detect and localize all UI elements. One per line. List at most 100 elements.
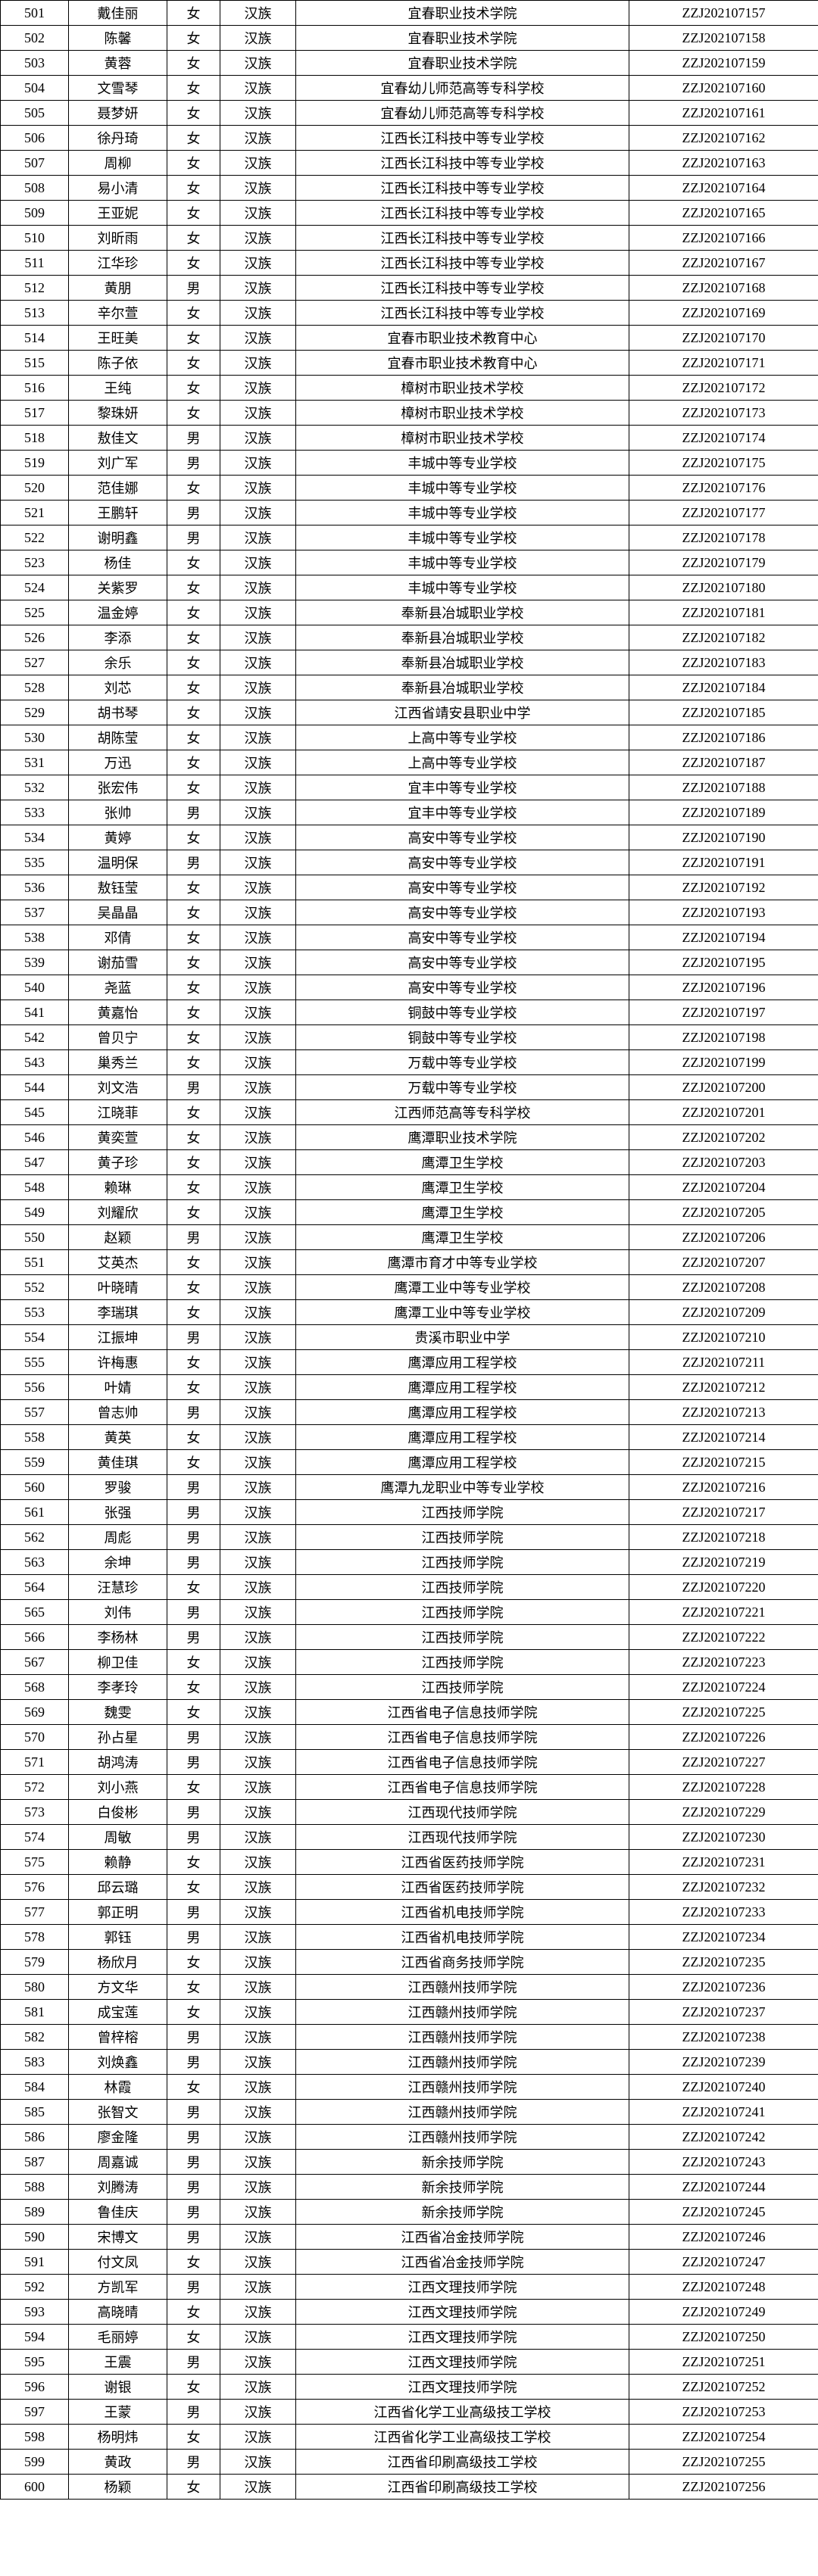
table-cell: ZZJ202107247 [629,2250,818,2275]
table-cell: ZZJ202107192 [629,875,818,900]
table-cell: 549 [1,1200,69,1225]
table-cell: 鹰潭职业技术学院 [296,1125,629,1150]
table-row: 585张智文男汉族江西赣州技师学院ZZJ202107241 [1,2100,818,2125]
table-row: 560罗骏男汉族鹰潭九龙职业中等专业学校ZZJ202107216 [1,1475,818,1500]
table-cell: 515 [1,351,69,376]
table-cell: 江西省印刷高级技工学校 [296,2450,629,2475]
table-cell: ZZJ202107206 [629,1225,818,1250]
table-cell: 江西技师学院 [296,1625,629,1650]
table-cell: 女 [167,550,220,575]
table-cell: ZZJ202107225 [629,1700,818,1725]
table-cell: 文雪琴 [69,76,167,101]
table-cell: ZZJ202107172 [629,376,818,401]
table-cell: 邓倩 [69,925,167,950]
table-cell: ZZJ202107241 [629,2100,818,2125]
table-cell: ZZJ202107203 [629,1150,818,1175]
table-cell: 柳卫佳 [69,1650,167,1675]
table-cell: 江西赣州技师学院 [296,2050,629,2075]
table-cell: 584 [1,2075,69,2100]
table-cell: 艾英杰 [69,1250,167,1275]
table-cell: 汉族 [220,2425,296,2450]
table-cell: 胡鸿涛 [69,1750,167,1775]
table-cell: 汉族 [220,750,296,775]
table-cell: 596 [1,2375,69,2400]
table-cell: 汉族 [220,1100,296,1125]
table-row: 597王蒙男汉族江西省化学工业高级技工学校ZZJ202107253 [1,2400,818,2425]
table-row: 588刘腾涛男汉族新余技师学院ZZJ202107244 [1,2175,818,2200]
table-cell: 魏雯 [69,1700,167,1725]
table-cell: ZZJ202107176 [629,476,818,501]
table-cell: 郭正明 [69,1900,167,1925]
table-cell: 汉族 [220,1900,296,1925]
table-cell: 汉族 [220,2250,296,2275]
table-cell: 鲁佳庆 [69,2200,167,2225]
table-cell: 男 [167,2175,220,2200]
table-row: 584林霞女汉族江西赣州技师学院ZZJ202107240 [1,2075,818,2100]
table-cell: 女 [167,900,220,925]
table-cell: 许梅惠 [69,1350,167,1375]
table-cell: 易小清 [69,176,167,201]
table-cell: 男 [167,2225,220,2250]
table-cell: 593 [1,2300,69,2325]
table-cell: 江西省电子信息技师学院 [296,1700,629,1725]
table-cell: ZZJ202107191 [629,850,818,875]
table-cell: 520 [1,476,69,501]
table-cell: 成宝莲 [69,2000,167,2025]
table-cell: 男 [167,2450,220,2475]
table-cell: 宜春市职业技术教育中心 [296,351,629,376]
table-cell: 女 [167,875,220,900]
table-cell: 上高中等专业学校 [296,750,629,775]
table-cell: 女 [167,2425,220,2450]
table-cell: 汉族 [220,2000,296,2025]
table-cell: 女 [167,1175,220,1200]
table-cell: 丰城中等专业学校 [296,575,629,600]
table-cell: ZZJ202107167 [629,251,818,276]
table-row: 501戴佳丽女汉族宜春职业技术学院ZZJ202107157 [1,1,818,26]
table-cell: 江西赣州技师学院 [296,2100,629,2125]
table-row: 515陈子依女汉族宜春市职业技术教育中心ZZJ202107171 [1,351,818,376]
table-cell: ZZJ202107168 [629,276,818,301]
table-cell: ZZJ202107188 [629,775,818,800]
table-cell: 男 [167,1800,220,1825]
table-cell: 关紫罗 [69,575,167,600]
table-cell: 男 [167,2100,220,2125]
table-cell: 汉族 [220,1550,296,1575]
table-cell: 女 [167,1200,220,1225]
table-cell: 刘小燕 [69,1775,167,1800]
table-cell: 张智文 [69,2100,167,2125]
table-cell: 538 [1,925,69,950]
table-cell: 汉族 [220,1300,296,1325]
table-cell: ZZJ202107212 [629,1375,818,1400]
table-cell: ZZJ202107165 [629,201,818,226]
table-cell: 谢银 [69,2375,167,2400]
table-cell: ZZJ202107161 [629,101,818,126]
table-cell: ZZJ202107217 [629,1500,818,1525]
table-cell: ZZJ202107184 [629,675,818,700]
table-cell: 江西省化学工业高级技工学校 [296,2400,629,2425]
table-cell: 511 [1,251,69,276]
table-cell: 李添 [69,625,167,650]
table-cell: 573 [1,1800,69,1825]
table-cell: 汉族 [220,2125,296,2150]
table-row: 502陈馨女汉族宜春职业技术学院ZZJ202107158 [1,26,818,51]
table-cell: 刘芯 [69,675,167,700]
table-cell: 廖金隆 [69,2125,167,2150]
table-cell: 男 [167,1525,220,1550]
table-row: 544刘文浩男汉族万载中等专业学校ZZJ202107200 [1,1075,818,1100]
table-cell: 汉族 [220,226,296,251]
table-cell: 汉族 [220,1275,296,1300]
table-cell: 黄佳琪 [69,1450,167,1475]
table-cell: 汉族 [220,1800,296,1825]
table-cell: 女 [167,51,220,76]
table-cell: 女 [167,1700,220,1725]
table-cell: 赵颖 [69,1225,167,1250]
table-cell: 汉族 [220,1175,296,1200]
table-cell: 鹰潭应用工程学校 [296,1425,629,1450]
table-cell: 汉族 [220,2325,296,2350]
table-cell: ZZJ202107205 [629,1200,818,1225]
table-cell: 叶婧 [69,1375,167,1400]
table-cell: 汉族 [220,2150,296,2175]
table-cell: 江西技师学院 [296,1500,629,1525]
table-cell: 525 [1,600,69,625]
table-cell: ZZJ202107226 [629,1725,818,1750]
